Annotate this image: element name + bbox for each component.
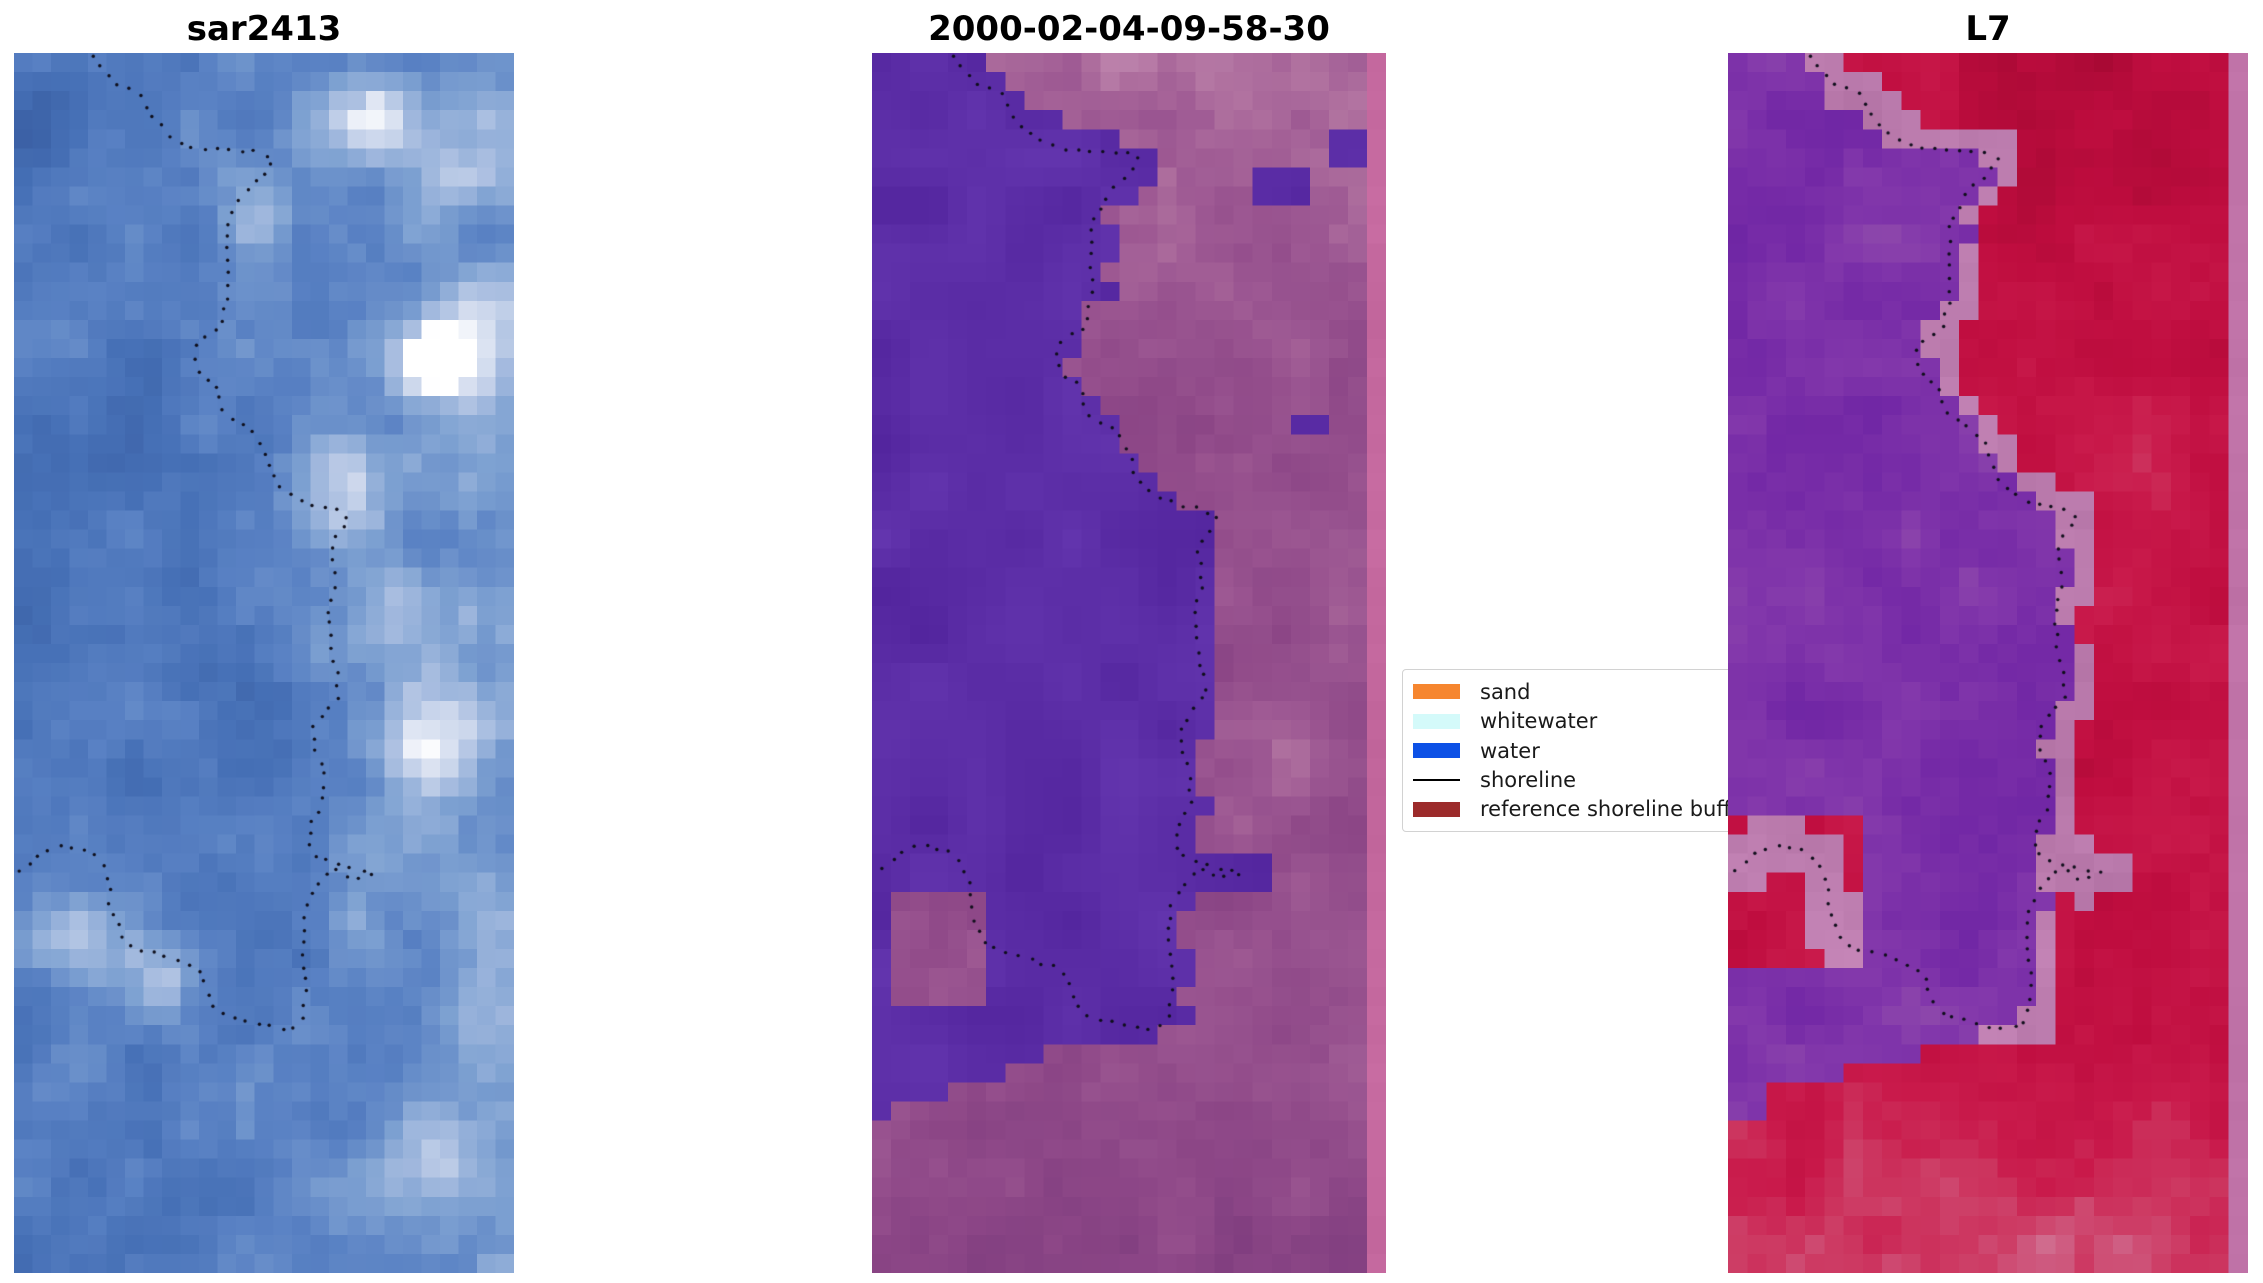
legend-label: whitewater [1480, 709, 1598, 734]
legend-label: water [1480, 738, 1540, 763]
l7-image-panel [1728, 53, 2248, 1273]
sand-swatch [1413, 684, 1460, 700]
sar-image-panel [14, 53, 514, 1273]
shoreline-line-swatch [1413, 778, 1460, 782]
legend-entry-sand: sand [1413, 677, 1741, 706]
legend-entry-water: water [1413, 736, 1741, 765]
legend-label: reference shoreline buffer [1480, 797, 1753, 822]
classified-shoreline-dots [872, 53, 1386, 1273]
sar-shoreline-dots [14, 53, 514, 1273]
legend-entry-reference-buffer: reference shoreline buffer [1413, 795, 1752, 824]
panel-title-l7: L7 [1965, 9, 2011, 49]
legend-entry-shoreline: shoreline [1413, 765, 1741, 794]
water-swatch [1413, 743, 1460, 759]
legend-box: sand whitewater water shoreline referenc… [1402, 669, 1752, 832]
panel-title-sar2413: sar2413 [186, 9, 342, 49]
legend-entry-whitewater: whitewater [1413, 706, 1741, 735]
panel-title-date: 2000-02-04-09-58-30 [928, 9, 1330, 49]
reference-buffer-swatch [1413, 801, 1460, 817]
l7-shoreline-dots [1728, 53, 2248, 1273]
legend-label: shoreline [1480, 767, 1577, 792]
classified-image-panel [872, 53, 1386, 1273]
legend-label: sand [1480, 679, 1531, 704]
whitewater-swatch [1413, 713, 1460, 729]
